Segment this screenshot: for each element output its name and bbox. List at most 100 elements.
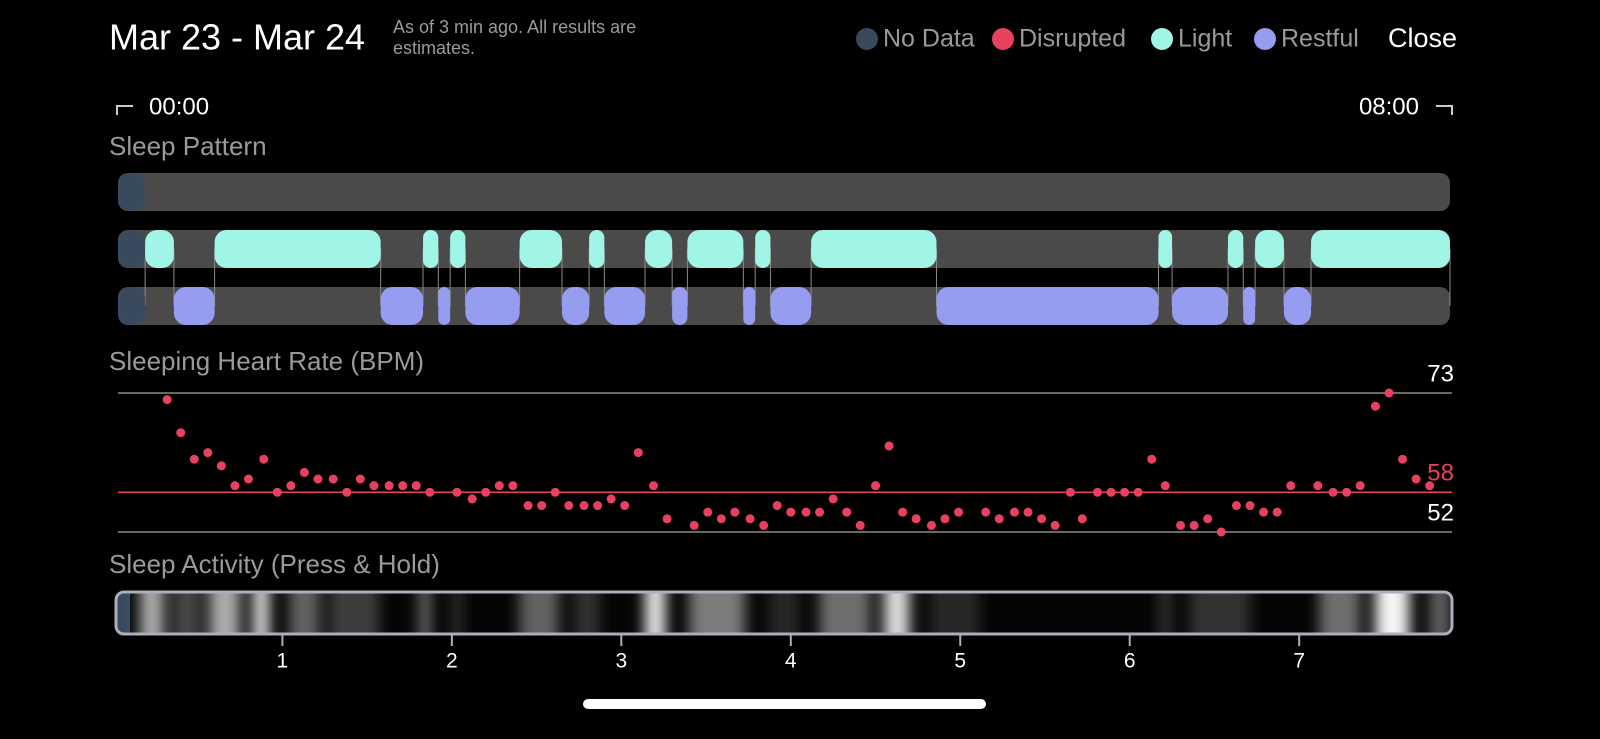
heart-rate-point [243, 474, 253, 484]
activity-segment [645, 592, 666, 634]
heart-rate-point [286, 481, 296, 491]
sleep-segment [1172, 287, 1228, 325]
note: As of 3 min ago. All results are estimat… [393, 17, 637, 58]
heart-rate-point [537, 501, 547, 511]
y-tick-label: 73 [1427, 360, 1454, 387]
activity-segment [1429, 592, 1450, 634]
sleep-segment [380, 287, 424, 325]
sleep-segment [936, 287, 1159, 325]
section-title: Sleep Pattern [109, 131, 267, 161]
activity-segment [140, 592, 164, 634]
heart-rate-point [662, 514, 672, 524]
sleep-segment [672, 287, 688, 325]
heart-rate-point [815, 507, 825, 517]
y-tick-label: 52 [1427, 499, 1454, 526]
heart-rate-point [1328, 487, 1338, 497]
close-button[interactable]: Close [1388, 23, 1457, 53]
x-tick-label: 3 [615, 650, 627, 673]
heart-rate-point [981, 507, 991, 517]
heart-rate-point [1259, 507, 1269, 517]
sleep-segment [1255, 230, 1284, 268]
heart-rate-point [176, 428, 186, 438]
sleep-segment [173, 287, 215, 325]
heart-rate-point [954, 507, 964, 517]
heart-rate-point [481, 487, 491, 497]
sleep-segment [1283, 287, 1312, 325]
end-time: 08:00 [1359, 93, 1419, 120]
heart-rate-point [494, 481, 504, 491]
legend-label: No Data [883, 25, 975, 53]
heart-rate-point [940, 514, 950, 524]
strip-marks [116, 592, 1450, 634]
sleep-segment [145, 230, 174, 268]
track [118, 173, 1450, 211]
heart-rate-point [898, 507, 908, 517]
heart-rate-point [1093, 487, 1103, 497]
sleep-segment [1158, 230, 1173, 268]
legend-label: Restful [1281, 25, 1359, 53]
heart-rate-point [564, 501, 574, 511]
heart-rate-point [1286, 481, 1296, 491]
heart-rate-point [759, 520, 769, 530]
sleep-segment [1243, 287, 1256, 325]
heart-rate-point [1147, 454, 1157, 464]
x-tick-label: 6 [1124, 650, 1136, 673]
activity-segment [419, 592, 430, 634]
legend-dot [992, 28, 1014, 50]
heart-rate-point [1037, 514, 1047, 524]
home-indicator [583, 699, 986, 709]
heart-rate-point [772, 501, 782, 511]
heart-rate-point [855, 520, 865, 530]
heart-rate-point [272, 487, 282, 497]
legend-dot [1151, 28, 1173, 50]
heart-rate-point [1050, 520, 1060, 530]
activity-segment [173, 592, 200, 634]
legend-dot [856, 28, 878, 50]
heart-rate-point [828, 494, 838, 504]
heart-rate-point [1065, 487, 1075, 497]
heart-rate-point [633, 448, 643, 458]
heart-rate-point [1370, 401, 1380, 411]
heart-rate-point [425, 487, 435, 497]
strip-border [114, 590, 1454, 636]
heart-rate-point [1160, 481, 1170, 491]
heart-rate-point [926, 520, 936, 530]
heart-rate-point [801, 507, 811, 517]
sleep-segment [438, 287, 451, 325]
heart-rate-point [398, 481, 408, 491]
x-tick-label: 1 [277, 650, 289, 673]
activity-segment [329, 592, 379, 634]
heart-rate-point [1077, 514, 1087, 524]
heart-rate-point [1398, 454, 1408, 464]
heart-rate-point [1231, 501, 1241, 511]
heart-rate-point [313, 474, 323, 484]
heart-rate-point [1120, 487, 1130, 497]
x-tick-label: 4 [785, 650, 797, 673]
heart-rate-point [1384, 388, 1394, 398]
activity-segment [1160, 592, 1171, 634]
activity-segment [451, 592, 463, 634]
sleep-segment [687, 230, 744, 268]
activity-segment [289, 592, 320, 634]
heart-rate-point [1411, 474, 1421, 484]
sleep-segment [1311, 230, 1450, 268]
heart-rate-point [884, 441, 894, 451]
heart-rate-point [1203, 514, 1213, 524]
activity-segment [253, 592, 269, 634]
heart-rate-point [786, 507, 796, 517]
activity-segment [573, 592, 600, 634]
heart-rate-point [1189, 520, 1199, 530]
heart-rate-point [911, 514, 921, 524]
x-tick-label: 7 [1293, 650, 1305, 673]
no-data-strip [116, 592, 130, 634]
legend-label: Disrupted [1019, 25, 1126, 53]
heart-rate-point [871, 481, 881, 491]
sleep-segment [770, 287, 812, 325]
heart-rate-point [1216, 527, 1226, 537]
sleep-segment [743, 287, 756, 325]
activity-segment [768, 592, 800, 634]
heart-rate-point [259, 454, 269, 464]
sleep-segment [562, 287, 590, 325]
